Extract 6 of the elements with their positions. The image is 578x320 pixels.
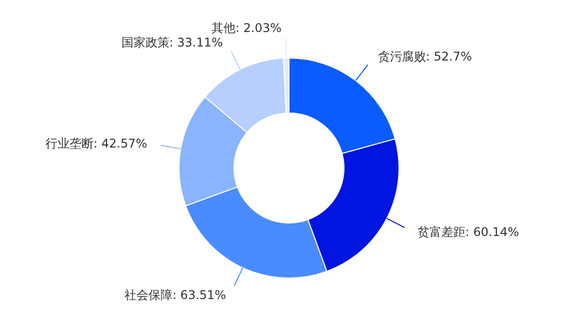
slice-label: 社会保障: 63.51% — [124, 288, 226, 302]
slice-label: 行业垄断: 42.57% — [46, 136, 148, 151]
slice-label: 贫富差距: 60.14% — [417, 225, 520, 240]
slice-label: 国家政策: 33.11% — [121, 36, 223, 50]
slice-label: 贪污腐败: 52.7% — [378, 50, 472, 64]
slice-label: 其他: 2.03% — [212, 21, 282, 36]
